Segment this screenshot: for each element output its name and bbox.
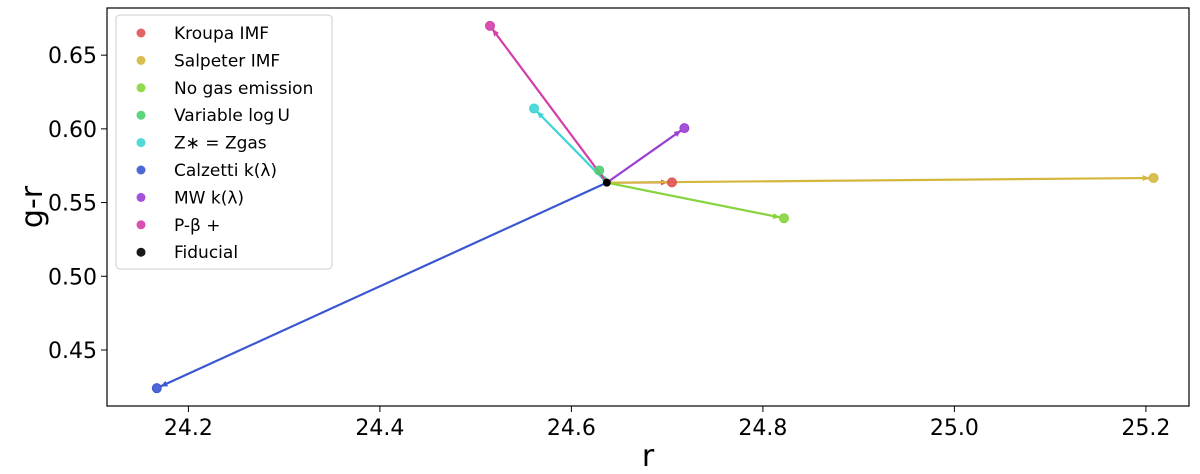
legend-label-7: P-β + bbox=[174, 216, 221, 236]
legend-marker-1 bbox=[136, 55, 146, 65]
y-tick-label-2: 0.55 bbox=[48, 192, 97, 217]
legend-marker-6 bbox=[136, 192, 146, 202]
data-point-2 bbox=[778, 213, 789, 224]
legend: Kroupa IMF Salpeter IMF No gas emission Var… bbox=[115, 14, 333, 270]
legend-label-0: Kroupa IMF bbox=[174, 24, 269, 44]
x-tick-label-4: 25.0 bbox=[930, 416, 979, 441]
x-tick-label-1: 24.4 bbox=[355, 416, 404, 441]
legend-box bbox=[115, 14, 333, 270]
legend-marker-2 bbox=[136, 83, 146, 93]
data-layer bbox=[151, 20, 1159, 394]
legend-marker-3 bbox=[136, 110, 146, 120]
x-tick-label-2: 24.6 bbox=[547, 416, 596, 441]
plot-frame bbox=[106, 7, 1190, 407]
legend-label-2: No gas emission bbox=[174, 79, 313, 99]
y-tick-label-1: 0.50 bbox=[48, 265, 97, 290]
arrow-1 bbox=[606, 175, 1150, 184]
legend-label-8: Fiducial bbox=[174, 243, 238, 263]
arrow-6 bbox=[606, 129, 682, 184]
legend-label-6: MW k(λ) bbox=[174, 188, 244, 208]
legend-marker-7 bbox=[136, 220, 146, 230]
y-axis-label: g-r bbox=[15, 185, 50, 228]
data-point-fiducial bbox=[602, 178, 611, 187]
legend-marker-4 bbox=[136, 138, 146, 148]
legend-marker-0 bbox=[136, 28, 146, 38]
legend-label-4: Z∗ = Zgas bbox=[174, 134, 267, 154]
data-point-0 bbox=[666, 177, 677, 188]
legend-marker-8 bbox=[136, 247, 146, 257]
legend-label-3: Variable log U bbox=[174, 106, 290, 126]
x-tick-label-0: 24.2 bbox=[164, 416, 213, 441]
data-point-7 bbox=[485, 20, 496, 31]
y-tick-label-0: 0.45 bbox=[48, 339, 97, 364]
data-point-4 bbox=[529, 103, 540, 114]
data-point-3 bbox=[594, 165, 605, 176]
arrow-5 bbox=[159, 181, 608, 388]
x-tick-label-5: 25.2 bbox=[1121, 416, 1170, 441]
arrow-2 bbox=[606, 181, 781, 219]
ticks-layer: 24.2 24.4 24.6 24.8 25.0 25.2 0.45 0.50 0.55 0.60… bbox=[48, 44, 1170, 441]
data-point-6 bbox=[679, 123, 690, 134]
data-point-5 bbox=[151, 383, 162, 394]
data-point-1 bbox=[1148, 172, 1159, 183]
x-tick-label-3: 24.8 bbox=[738, 416, 787, 441]
legend-marker-5 bbox=[136, 165, 146, 175]
y-tick-label-3: 0.60 bbox=[48, 118, 97, 143]
legend-label-1: Salpeter IMF bbox=[174, 51, 280, 71]
arrow-7 bbox=[491, 28, 608, 184]
legend-label-5: Calzetti k(λ) bbox=[174, 161, 277, 181]
y-tick-label-4: 0.65 bbox=[48, 44, 97, 69]
x-axis-label: r bbox=[642, 439, 655, 474]
